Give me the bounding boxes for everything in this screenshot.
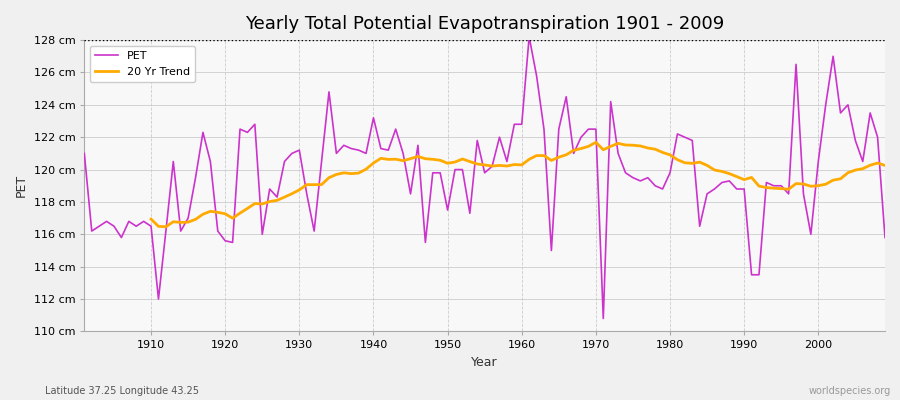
PET bbox=[517, 122, 527, 127]
20 Yr Trend bbox=[160, 224, 171, 229]
PET bbox=[879, 235, 890, 240]
PET bbox=[302, 192, 312, 196]
Line: 20 Yr Trend: 20 Yr Trend bbox=[151, 142, 885, 227]
X-axis label: Year: Year bbox=[472, 356, 498, 369]
PET bbox=[524, 34, 535, 39]
Line: PET: PET bbox=[85, 37, 885, 318]
20 Yr Trend bbox=[294, 188, 305, 192]
PET bbox=[139, 219, 149, 224]
20 Yr Trend bbox=[324, 175, 335, 180]
Legend: PET, 20 Yr Trend: PET, 20 Yr Trend bbox=[90, 46, 195, 82]
20 Yr Trend bbox=[531, 153, 542, 158]
Title: Yearly Total Potential Evapotranspiration 1901 - 2009: Yearly Total Potential Evapotranspiratio… bbox=[245, 15, 724, 33]
PET bbox=[598, 316, 608, 321]
PET bbox=[508, 122, 519, 127]
PET bbox=[79, 151, 90, 156]
20 Yr Trend bbox=[146, 217, 157, 222]
PET bbox=[346, 146, 356, 151]
Y-axis label: PET: PET bbox=[15, 174, 28, 197]
20 Yr Trend bbox=[835, 176, 846, 181]
20 Yr Trend bbox=[879, 163, 890, 168]
20 Yr Trend bbox=[598, 147, 608, 152]
Text: worldspecies.org: worldspecies.org bbox=[809, 386, 891, 396]
PET bbox=[620, 170, 631, 175]
20 Yr Trend bbox=[590, 140, 601, 145]
Text: Latitude 37.25 Longitude 43.25: Latitude 37.25 Longitude 43.25 bbox=[45, 386, 199, 396]
20 Yr Trend bbox=[858, 166, 868, 171]
